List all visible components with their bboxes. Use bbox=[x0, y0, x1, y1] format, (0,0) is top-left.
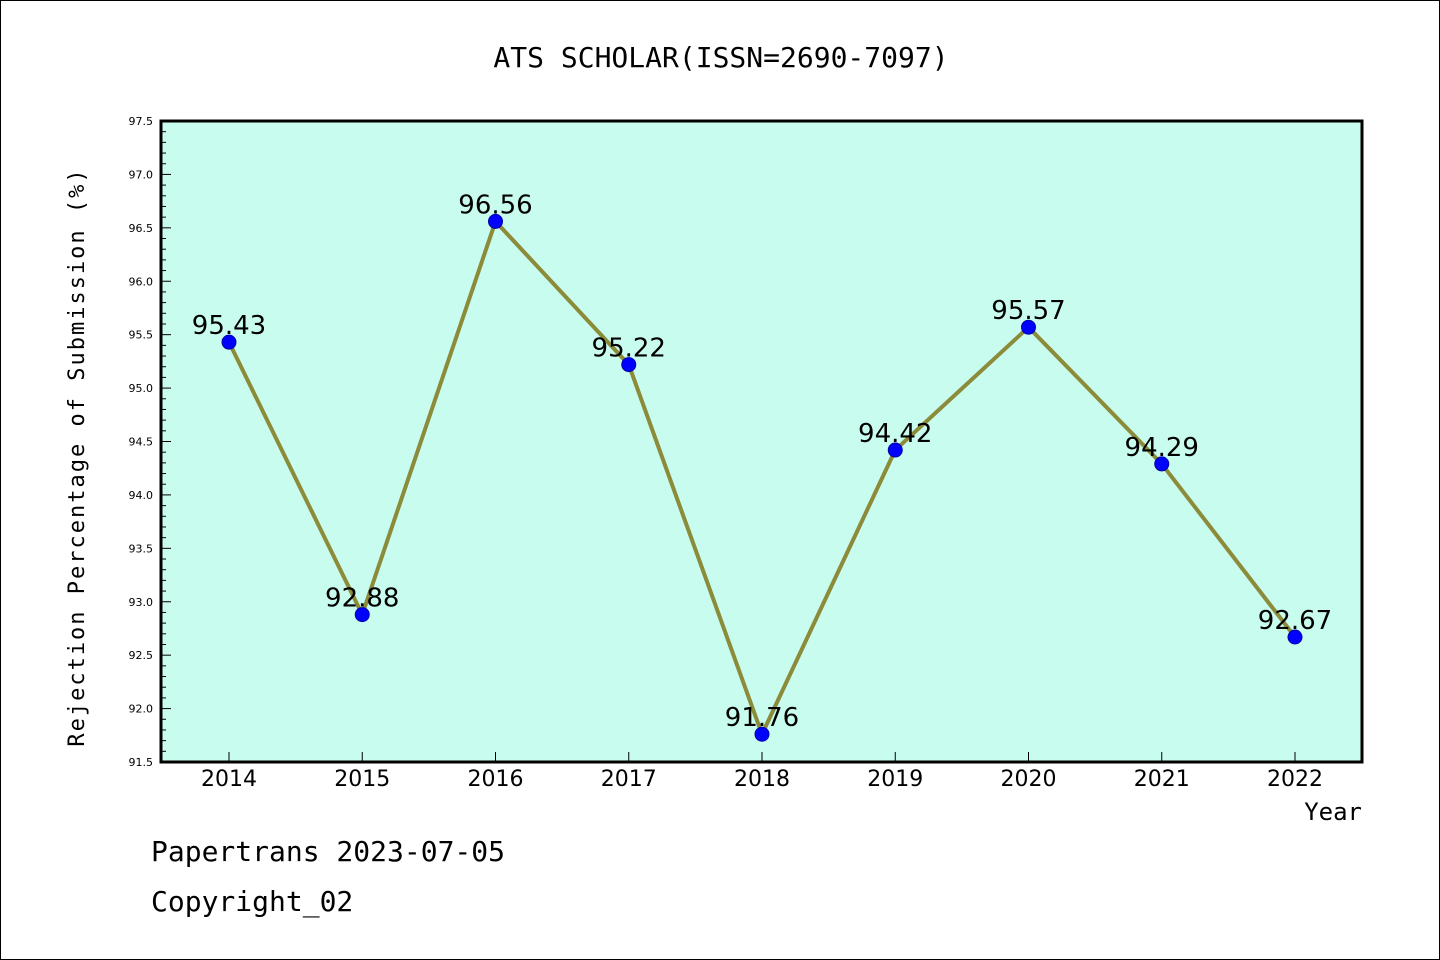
x-tick-label: 2019 bbox=[867, 767, 923, 792]
data-label: 91.76 bbox=[725, 703, 799, 733]
y-tick-label: 92.0 bbox=[129, 703, 154, 716]
data-label: 92.67 bbox=[1258, 606, 1332, 636]
plot-area bbox=[161, 121, 1362, 762]
y-tick-label: 91.5 bbox=[129, 756, 154, 769]
data-label: 94.42 bbox=[858, 419, 932, 449]
y-tick-label: 96.0 bbox=[129, 275, 154, 288]
data-label: 92.88 bbox=[325, 584, 399, 614]
data-point bbox=[754, 726, 770, 742]
y-axis-label: Rejection Percentage of Submission (%) bbox=[65, 167, 90, 746]
footer-copyright-line: Copyright_02 bbox=[151, 885, 354, 918]
y-tick-label: 93.0 bbox=[129, 596, 154, 609]
plot-frame bbox=[159, 119, 1364, 764]
x-tick-label: 2020 bbox=[1001, 767, 1057, 792]
x-tick-label: 2022 bbox=[1267, 767, 1323, 792]
y-tick-label: 97.0 bbox=[129, 168, 154, 181]
x-tick-label: 2021 bbox=[1134, 767, 1190, 792]
y-tick-label: 95.5 bbox=[129, 329, 154, 342]
data-label: 95.57 bbox=[991, 296, 1065, 326]
y-tick-label: 97.5 bbox=[129, 115, 154, 128]
y-tick-label: 92.5 bbox=[129, 649, 154, 662]
x-tick-label: 2016 bbox=[468, 767, 524, 792]
y-tick-label: 94.5 bbox=[129, 436, 154, 449]
data-label: 95.22 bbox=[592, 334, 666, 364]
x-axis-label: Year bbox=[1304, 798, 1362, 826]
data-label: 95.43 bbox=[192, 311, 266, 341]
x-tick-label: 2017 bbox=[601, 767, 657, 792]
y-tick-label: 96.5 bbox=[129, 222, 154, 235]
data-point bbox=[488, 213, 503, 229]
data-point bbox=[621, 357, 637, 373]
data-point bbox=[887, 442, 903, 458]
x-tick-label: 2018 bbox=[734, 767, 790, 792]
data-point bbox=[1021, 319, 1036, 335]
data-label: 94.29 bbox=[1125, 433, 1199, 463]
footer-date-line: Papertrans 2023-07-05 bbox=[151, 835, 506, 868]
y-tick-label: 93.5 bbox=[129, 542, 154, 555]
data-label: 96.56 bbox=[458, 190, 532, 220]
data-point bbox=[354, 607, 370, 623]
chart-title: ATS SCHOLAR(ISSN=2690-7097) bbox=[493, 41, 948, 74]
y-tick-label: 94.0 bbox=[129, 489, 154, 502]
y-tick-label: 95.0 bbox=[129, 382, 154, 395]
x-tick-label: 2015 bbox=[334, 767, 390, 792]
data-point bbox=[1154, 456, 1170, 472]
data-point bbox=[1287, 629, 1303, 645]
x-tick-label: 2014 bbox=[201, 767, 257, 792]
data-point bbox=[221, 334, 237, 350]
